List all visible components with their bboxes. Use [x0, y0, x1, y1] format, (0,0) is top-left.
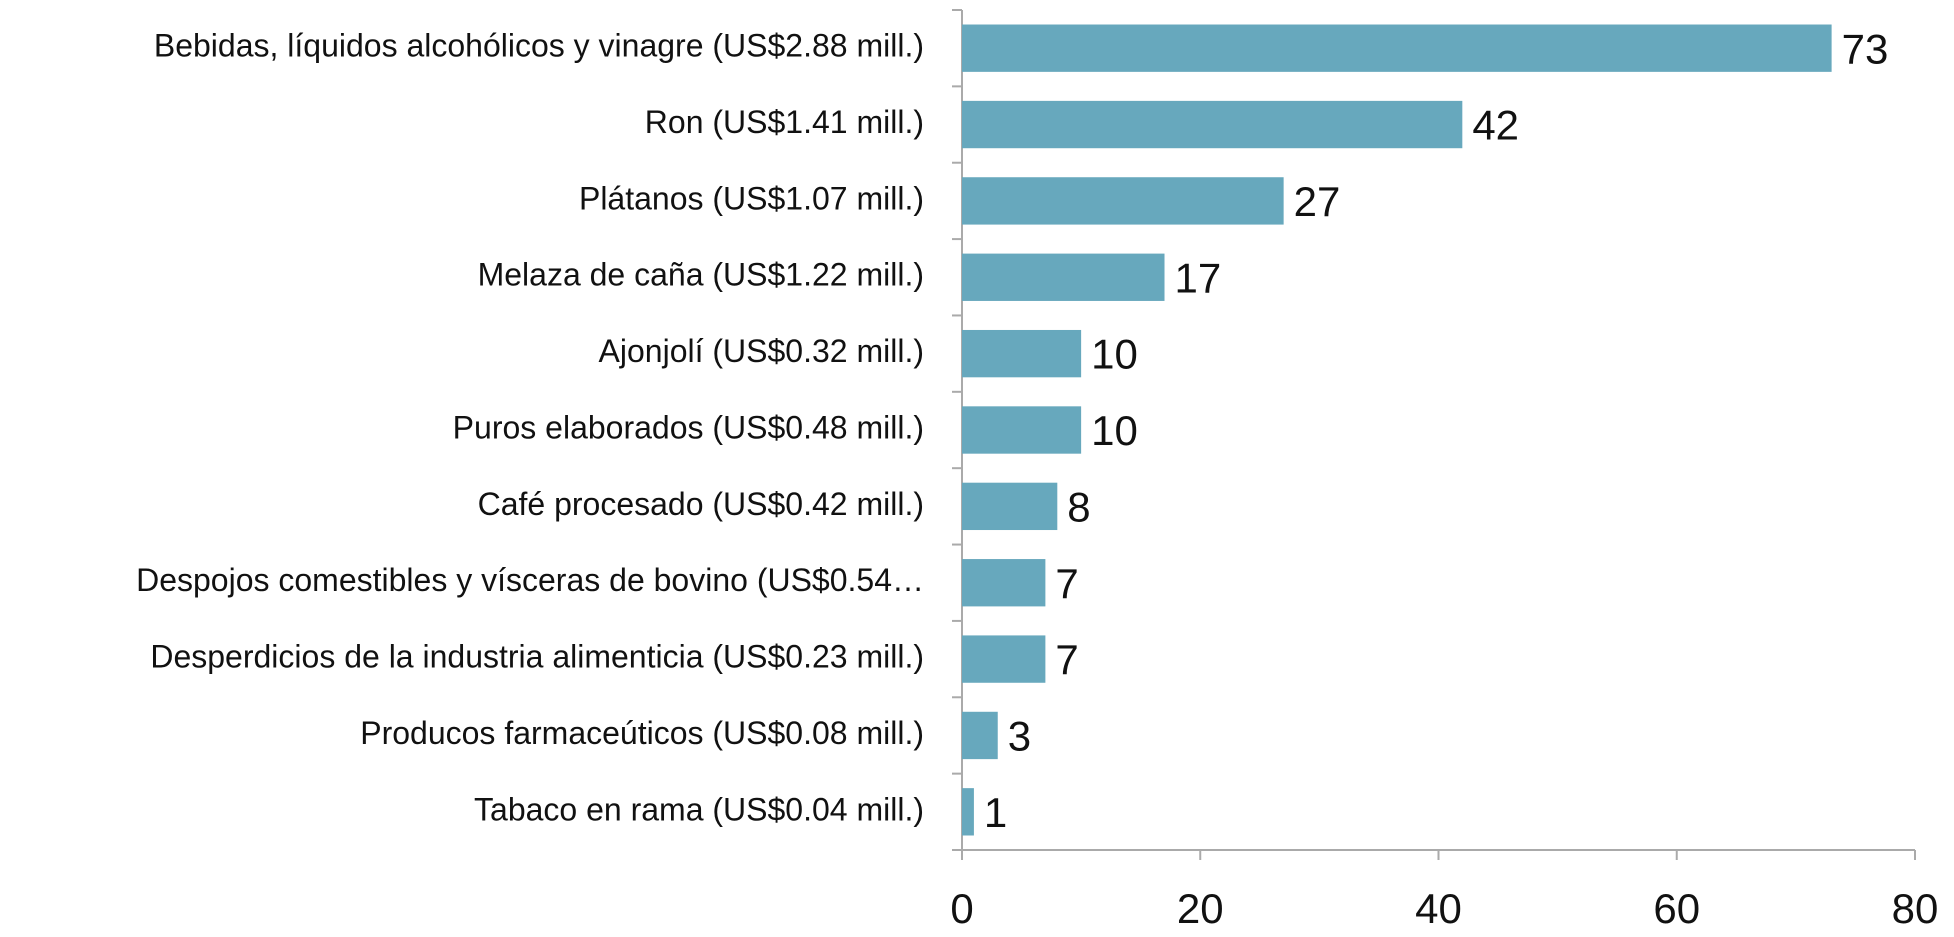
y-tick-label: Ron (US$1.41 mill.) [645, 104, 924, 140]
data-label: 3 [1008, 713, 1031, 760]
data-label: 73 [1842, 25, 1889, 72]
data-label: 17 [1175, 254, 1222, 301]
bar [962, 711, 998, 760]
bar [962, 177, 1284, 225]
x-tick-label: 60 [1653, 885, 1700, 932]
y-tick-label: Tabaco en rama (US$0.04 mill.) [474, 791, 924, 827]
data-label: 8 [1067, 483, 1090, 530]
x-tick-label: 40 [1415, 885, 1462, 932]
bar [962, 788, 974, 836]
data-label: 27 [1294, 178, 1341, 225]
data-label: 10 [1091, 407, 1138, 454]
bar [962, 100, 1463, 149]
y-tick-label: Bebidas, líquidos alcohólicos y vinagre … [154, 28, 924, 64]
y-tick-label: Despojos comestibles y vísceras de bovin… [136, 562, 924, 598]
bar [962, 24, 1832, 72]
y-tick-label: Ajonjolí (US$0.32 mill.) [599, 333, 924, 369]
bar [962, 329, 1082, 378]
data-label: 42 [1472, 102, 1519, 149]
x-tick-label: 20 [1177, 885, 1224, 932]
bar [962, 482, 1058, 531]
y-tick-label: Café procesado (US$0.42 mill.) [478, 486, 924, 522]
x-tick-label: 80 [1892, 885, 1939, 932]
data-label: 1 [984, 789, 1007, 836]
data-label: 7 [1055, 560, 1078, 607]
y-tick-label: Desperdicios de la industria alimenticia… [150, 639, 924, 675]
bar [962, 559, 1046, 607]
y-tick-label: Puros elaborados (US$0.48 mill.) [453, 409, 924, 445]
y-tick-label: Plátanos (US$1.07 mill.) [579, 180, 924, 216]
bar [962, 406, 1082, 454]
data-label: 10 [1091, 331, 1138, 378]
y-tick-label: Producos farmaceúticos (US$0.08 mill.) [360, 715, 924, 751]
y-tick-label: Melaza de caña (US$1.22 mill.) [478, 257, 924, 293]
x-tick-label: 0 [950, 885, 973, 932]
data-label: 7 [1055, 636, 1078, 683]
bar [962, 253, 1165, 301]
bar [962, 635, 1046, 683]
